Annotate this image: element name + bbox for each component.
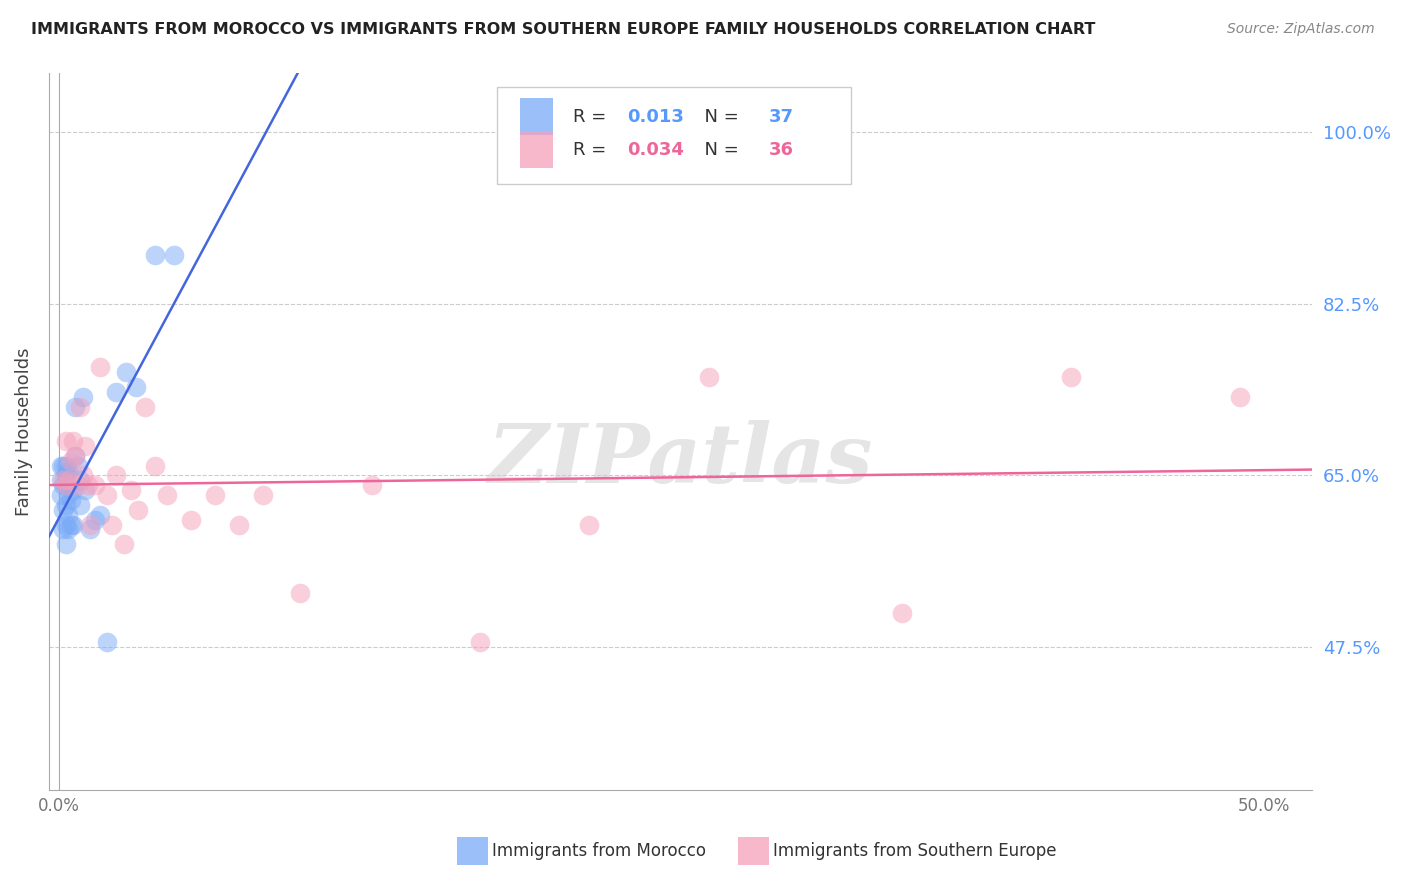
Point bbox=[125, 380, 148, 394]
Point bbox=[55, 498, 77, 512]
Point bbox=[1229, 390, 1251, 404]
Point bbox=[699, 370, 721, 384]
Point bbox=[52, 478, 75, 492]
Point bbox=[55, 434, 77, 449]
Point bbox=[55, 458, 77, 473]
Point bbox=[52, 503, 75, 517]
Point bbox=[288, 586, 311, 600]
Point bbox=[59, 493, 82, 508]
Point bbox=[69, 498, 91, 512]
Point bbox=[204, 488, 226, 502]
Bar bbox=[520, 131, 553, 169]
Point bbox=[83, 478, 105, 492]
Text: ZIPatlas: ZIPatlas bbox=[488, 420, 873, 500]
Point bbox=[72, 468, 94, 483]
Point bbox=[52, 523, 75, 537]
Bar bbox=[498, 87, 851, 184]
Point bbox=[62, 517, 84, 532]
Point bbox=[55, 478, 77, 492]
Point bbox=[66, 458, 89, 473]
Bar bbox=[520, 98, 553, 136]
Point bbox=[49, 458, 72, 473]
Point bbox=[100, 517, 122, 532]
Text: R =: R = bbox=[574, 141, 612, 159]
Y-axis label: Family Households: Family Households bbox=[15, 347, 32, 516]
Point bbox=[52, 474, 75, 488]
Point bbox=[52, 458, 75, 473]
Point bbox=[65, 400, 87, 414]
Point bbox=[49, 488, 72, 502]
Point bbox=[66, 478, 89, 492]
Text: IMMIGRANTS FROM MOROCCO VS IMMIGRANTS FROM SOUTHERN EUROPE FAMILY HOUSEHOLDS COR: IMMIGRANTS FROM MOROCCO VS IMMIGRANTS FR… bbox=[31, 22, 1095, 37]
Text: 0.013: 0.013 bbox=[627, 108, 685, 126]
Point bbox=[89, 508, 111, 522]
Point bbox=[72, 390, 94, 404]
Point bbox=[470, 635, 492, 649]
Point bbox=[105, 384, 128, 399]
Text: N =: N = bbox=[693, 141, 745, 159]
Text: Immigrants from Southern Europe: Immigrants from Southern Europe bbox=[773, 842, 1057, 860]
Point bbox=[578, 517, 600, 532]
Point bbox=[62, 483, 84, 498]
Text: N =: N = bbox=[693, 108, 745, 126]
Point bbox=[55, 537, 77, 551]
Point bbox=[79, 523, 101, 537]
Point bbox=[58, 464, 80, 478]
Point bbox=[65, 449, 87, 463]
Text: R =: R = bbox=[574, 108, 612, 126]
Text: Source: ZipAtlas.com: Source: ZipAtlas.com bbox=[1227, 22, 1375, 37]
Point bbox=[65, 449, 87, 463]
Point bbox=[112, 537, 135, 551]
Point bbox=[134, 400, 156, 414]
Point bbox=[180, 513, 202, 527]
Point bbox=[79, 517, 101, 532]
Point bbox=[58, 508, 80, 522]
Point bbox=[62, 434, 84, 449]
Point bbox=[96, 635, 118, 649]
Text: Immigrants from Morocco: Immigrants from Morocco bbox=[492, 842, 706, 860]
Point bbox=[55, 468, 77, 483]
Point bbox=[1060, 370, 1083, 384]
Point bbox=[143, 458, 166, 473]
Point bbox=[75, 439, 97, 453]
Point bbox=[55, 478, 77, 492]
Point bbox=[252, 488, 274, 502]
Point bbox=[58, 523, 80, 537]
Point bbox=[120, 483, 142, 498]
Point bbox=[105, 468, 128, 483]
Point bbox=[228, 517, 250, 532]
Point bbox=[163, 247, 186, 261]
Point bbox=[143, 247, 166, 261]
Point bbox=[96, 488, 118, 502]
Point bbox=[76, 478, 98, 492]
Point bbox=[58, 488, 80, 502]
Point bbox=[69, 400, 91, 414]
Point bbox=[83, 513, 105, 527]
Point bbox=[49, 474, 72, 488]
Point bbox=[75, 483, 97, 498]
Point bbox=[55, 517, 77, 532]
Point bbox=[59, 517, 82, 532]
Point bbox=[58, 474, 80, 488]
Point bbox=[361, 478, 384, 492]
Point bbox=[127, 503, 149, 517]
Point bbox=[115, 365, 138, 379]
Point bbox=[156, 488, 179, 502]
Text: 36: 36 bbox=[769, 141, 794, 159]
Text: 0.034: 0.034 bbox=[627, 141, 685, 159]
Point bbox=[89, 360, 111, 375]
Point bbox=[59, 454, 82, 468]
Point bbox=[69, 474, 91, 488]
Point bbox=[891, 606, 914, 620]
Text: 37: 37 bbox=[769, 108, 794, 126]
